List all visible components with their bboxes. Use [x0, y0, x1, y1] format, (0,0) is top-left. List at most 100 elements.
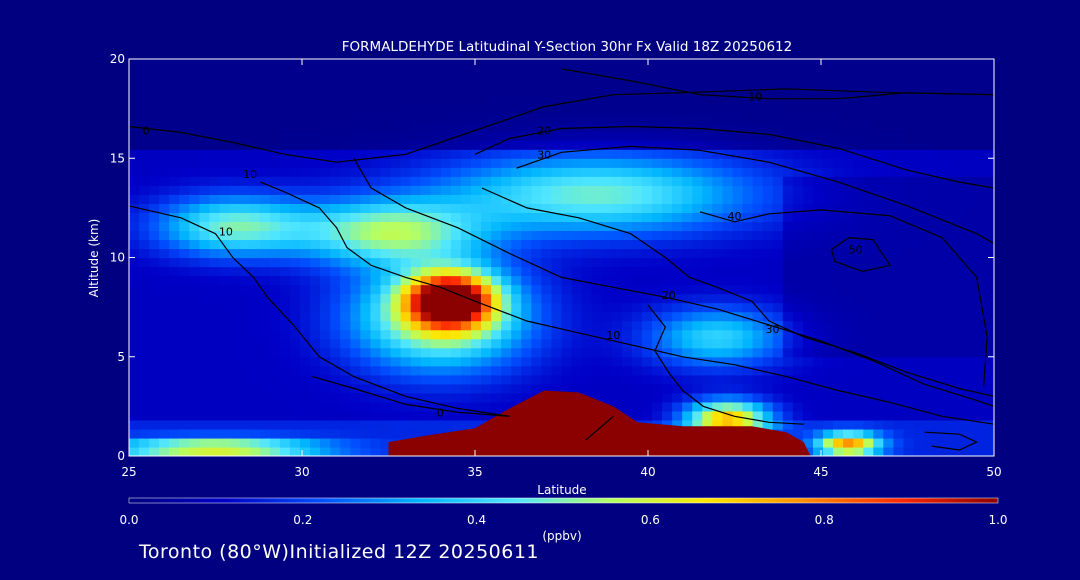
field-cell [812, 68, 824, 78]
field-cell [209, 68, 221, 78]
field-cell [963, 104, 975, 114]
field-cell [933, 320, 945, 331]
field-cell [762, 419, 774, 430]
field-cell [370, 365, 382, 376]
field-cell [682, 293, 693, 304]
field-cell [883, 401, 895, 412]
field-cell [943, 104, 955, 114]
field-cell [893, 176, 905, 186]
field-cell [259, 419, 271, 430]
field-cell [279, 86, 291, 96]
field-cell [692, 338, 703, 349]
field-cell [732, 365, 744, 376]
field-cell [430, 104, 442, 114]
field-cell [812, 140, 824, 150]
field-cell [350, 158, 361, 168]
field-cell [732, 95, 744, 105]
field-cell [159, 185, 170, 195]
field-cell [531, 95, 542, 105]
field-cell [390, 113, 402, 123]
field-cell [460, 239, 472, 250]
field-cell [531, 140, 542, 150]
field-cell [953, 59, 965, 69]
field-cell [450, 302, 462, 313]
field-cell [380, 320, 392, 331]
field-cell [662, 104, 673, 114]
field-cell [259, 248, 271, 259]
field-cell [782, 410, 794, 421]
field-cell [420, 410, 432, 421]
field-cell [350, 113, 361, 123]
field-cell [923, 230, 935, 241]
field-cell [983, 275, 994, 286]
field-cell [762, 248, 774, 259]
field-cell [380, 302, 392, 313]
field-cell [370, 59, 382, 69]
field-cell [943, 131, 955, 141]
field-cell [219, 356, 231, 367]
field-cell [652, 383, 663, 394]
field-cell [722, 374, 734, 385]
field-cell [199, 104, 211, 114]
field-cell [310, 392, 321, 403]
field-cell [209, 239, 221, 250]
field-cell [169, 392, 180, 403]
field-cell [139, 329, 150, 340]
field-cell [481, 329, 492, 340]
field-cell [772, 347, 784, 358]
field-cell [310, 401, 321, 412]
field-cell [380, 68, 392, 78]
field-cell [521, 140, 532, 150]
field-cell [652, 68, 663, 78]
field-cell [712, 266, 724, 277]
field-cell [360, 185, 371, 195]
field-cell [913, 347, 925, 358]
field-cell [400, 338, 412, 349]
field-cell [320, 77, 331, 87]
field-cell [611, 401, 623, 412]
field-cell [863, 77, 874, 87]
field-cell [330, 365, 341, 376]
field-cell [169, 365, 180, 376]
field-cell [802, 320, 814, 331]
field-cell [320, 365, 331, 376]
field-cell [722, 410, 734, 421]
field-cell [169, 284, 180, 295]
field-cell [833, 428, 844, 439]
field-cell [350, 221, 361, 232]
field-cell [792, 383, 804, 394]
field-cell [853, 248, 864, 259]
field-cell [702, 203, 713, 213]
field-cell [129, 419, 140, 430]
field-cell [621, 320, 633, 331]
field-cell [491, 230, 502, 241]
field-cell [470, 248, 482, 259]
field-cell [219, 239, 231, 250]
field-cell [772, 59, 784, 69]
field-cell [913, 419, 925, 430]
field-cell [470, 374, 482, 385]
field-cell [249, 302, 261, 313]
field-cell [682, 383, 693, 394]
field-cell [430, 113, 442, 123]
field-cell [209, 401, 221, 412]
field-cell [531, 131, 542, 141]
field-cell [571, 167, 583, 177]
field-cell [440, 122, 452, 132]
field-cell [903, 374, 915, 385]
field-cell [460, 293, 472, 304]
field-cell [893, 302, 905, 313]
field-cell [460, 275, 472, 286]
field-cell [792, 185, 804, 195]
field-cell [752, 86, 764, 96]
field-cell [752, 212, 764, 223]
field-cell [380, 311, 392, 322]
field-cell [571, 59, 583, 69]
field-cell [189, 419, 201, 430]
field-cell [330, 248, 341, 259]
field-cell [259, 212, 271, 223]
field-cell [893, 338, 905, 349]
field-cell [641, 68, 653, 78]
field-cell [893, 437, 905, 448]
field-cell [340, 311, 351, 322]
